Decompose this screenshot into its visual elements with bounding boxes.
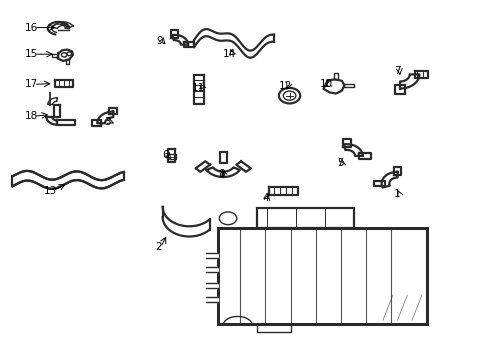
Text: 8: 8 <box>219 168 225 179</box>
Polygon shape <box>172 35 188 45</box>
Polygon shape <box>334 73 339 79</box>
Polygon shape <box>54 104 60 117</box>
Polygon shape <box>344 144 363 156</box>
Polygon shape <box>382 172 397 188</box>
Text: 15: 15 <box>24 49 38 59</box>
Polygon shape <box>53 22 73 28</box>
Text: 12: 12 <box>279 81 292 91</box>
Polygon shape <box>323 79 344 94</box>
Text: 11: 11 <box>192 83 205 93</box>
Text: 9: 9 <box>157 36 164 46</box>
Polygon shape <box>57 50 73 61</box>
Polygon shape <box>57 121 75 125</box>
Text: 13: 13 <box>44 186 57 195</box>
Polygon shape <box>400 75 419 89</box>
Text: 18: 18 <box>24 111 38 121</box>
Polygon shape <box>220 152 227 163</box>
Polygon shape <box>207 167 223 177</box>
Polygon shape <box>97 112 113 123</box>
Polygon shape <box>48 98 57 104</box>
Polygon shape <box>171 30 178 37</box>
Polygon shape <box>184 42 194 47</box>
Polygon shape <box>47 117 57 125</box>
Text: 17: 17 <box>24 79 38 89</box>
Polygon shape <box>54 80 73 87</box>
Polygon shape <box>196 161 210 172</box>
Text: 10: 10 <box>320 79 333 89</box>
Bar <box>167 154 176 159</box>
Text: 14: 14 <box>223 49 237 59</box>
Text: 5: 5 <box>337 158 343 168</box>
Polygon shape <box>374 181 386 186</box>
Text: 4: 4 <box>262 193 269 203</box>
Text: 2: 2 <box>155 242 162 252</box>
Text: 1: 1 <box>394 189 401 199</box>
Polygon shape <box>415 71 428 78</box>
Polygon shape <box>92 121 101 126</box>
Polygon shape <box>359 153 371 159</box>
Polygon shape <box>269 188 298 195</box>
Bar <box>219 228 427 324</box>
Polygon shape <box>223 167 240 177</box>
Polygon shape <box>395 85 405 94</box>
Text: 3: 3 <box>104 117 111 126</box>
Polygon shape <box>109 108 117 114</box>
Polygon shape <box>394 167 401 175</box>
Polygon shape <box>344 84 354 87</box>
Text: 7: 7 <box>394 66 401 76</box>
Polygon shape <box>236 161 251 172</box>
Text: 6: 6 <box>163 150 169 160</box>
Text: 16: 16 <box>24 23 38 33</box>
Polygon shape <box>66 59 69 64</box>
Polygon shape <box>52 54 57 57</box>
Bar <box>257 208 354 228</box>
Polygon shape <box>343 139 351 147</box>
Polygon shape <box>168 149 175 162</box>
Polygon shape <box>194 76 204 104</box>
